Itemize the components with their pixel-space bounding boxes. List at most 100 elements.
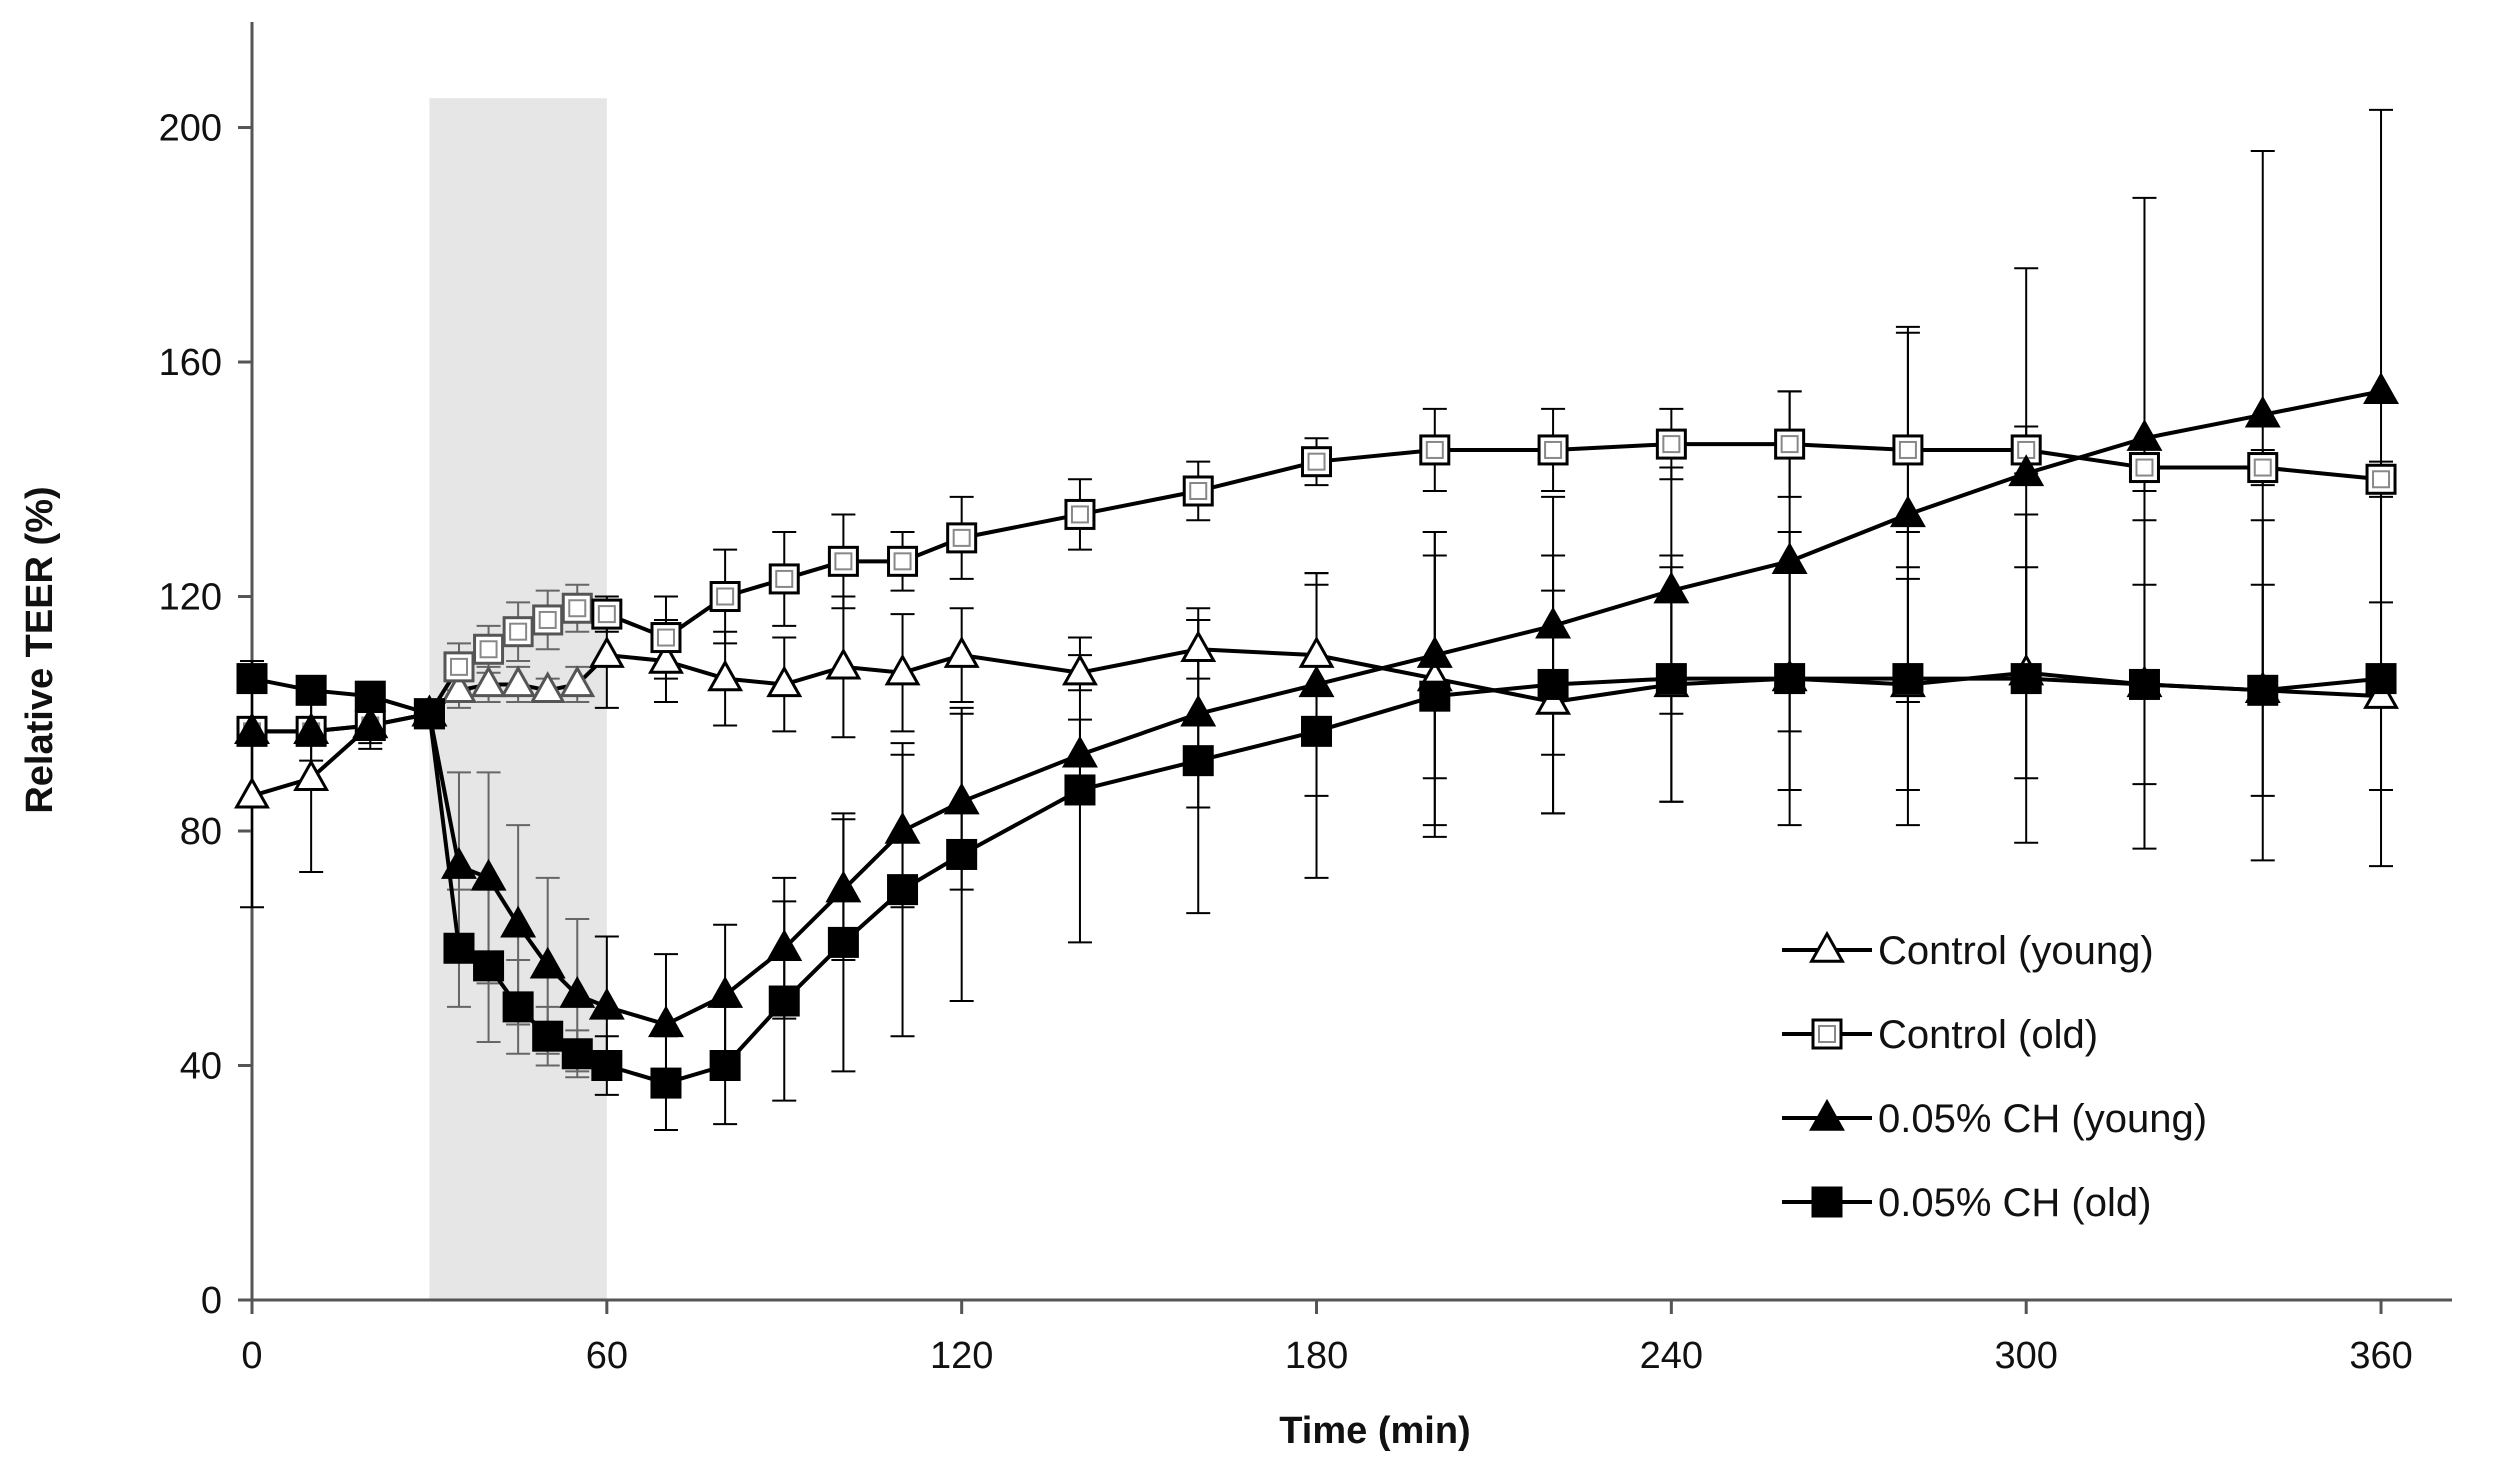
- data-point-0-05-ch-young: [825, 870, 862, 903]
- data-point-0-05-ch-old: [2365, 663, 2397, 695]
- series-line-control-young: [251, 647, 2382, 798]
- data-point-control-old: [1419, 434, 1451, 466]
- data-point-control-young: [441, 671, 477, 704]
- data-point-0-05-ch-old: [2128, 668, 2160, 700]
- data-point-0-05-ch-old: [827, 926, 859, 958]
- legend-marker-control-old-inner: [1818, 1025, 1836, 1043]
- y-axis-title: Relative TEER (%): [19, 486, 61, 813]
- x-tick-label: 60: [586, 1335, 628, 1377]
- data-point-control-old-inner: [1070, 505, 1089, 524]
- data-point-control-old-inner: [1662, 435, 1681, 454]
- data-point-0-05-ch-old: [946, 838, 978, 870]
- data-point-control-old-inner: [2253, 458, 2272, 477]
- data-point-control-old-inner: [597, 605, 616, 624]
- data-point-control-old-inner: [2135, 458, 2154, 477]
- legend-marker-0-05-ch-old: [1811, 1186, 1843, 1218]
- y-tick-label: 40: [180, 1046, 222, 1088]
- data-point-0-05-ch-young: [293, 712, 330, 745]
- data-point-control-old: [887, 545, 919, 577]
- data-point-control-old: [1064, 498, 1096, 530]
- data-point-control-old: [502, 616, 534, 648]
- data-point-0-05-ch-young: [1061, 735, 1098, 768]
- data-point-control-old: [768, 563, 800, 595]
- data-point-control-old-inner: [1544, 440, 1563, 459]
- data-point-control-old: [1892, 434, 1924, 466]
- data-point-control-old-inner: [2372, 470, 2391, 489]
- data-point-control-old-inner: [538, 610, 557, 629]
- y-tick-label: 0: [201, 1280, 222, 1322]
- x-axis-title: Time (min): [1279, 1410, 1470, 1452]
- data-point-0-05-ch-old: [561, 1038, 593, 1070]
- data-point-0-05-ch-young: [2008, 454, 2045, 487]
- data-point-control-young: [884, 653, 921, 686]
- x-tick-label: 300: [1994, 1335, 2057, 1377]
- data-point-0-05-ch-young: [234, 712, 270, 745]
- data-point-control-old: [2128, 452, 2160, 484]
- data-point-control-old: [1774, 428, 1806, 460]
- data-point-0-05-ch-old: [473, 950, 505, 982]
- data-point-0-05-ch-young: [1180, 694, 1217, 727]
- data-point-0-05-ch-old: [295, 674, 327, 706]
- data-point-control-young: [500, 665, 537, 698]
- data-point-control-young: [559, 665, 596, 698]
- data-point-control-old-inner: [893, 552, 912, 571]
- data-point-control-old: [1537, 434, 1569, 466]
- data-point-0-05-ch-young: [648, 1005, 684, 1038]
- data-point-0-05-ch-young: [1771, 542, 1808, 575]
- legend-label-control-old: Control (old): [1878, 1013, 2098, 1057]
- data-point-0-05-ch-young: [588, 987, 625, 1020]
- data-point-0-05-ch-young: [884, 811, 921, 844]
- legend-label-0-05-ch-old: 0.05% CH (old): [1878, 1181, 2151, 1225]
- data-point-0-05-ch-old: [236, 663, 268, 695]
- data-point-0-05-ch-old: [354, 680, 386, 712]
- legend-marker-control-young: [1809, 930, 1845, 963]
- data-point-control-young: [1061, 653, 1098, 686]
- data-point-0-05-ch-old: [709, 1050, 741, 1082]
- data-point-control-old: [827, 545, 859, 577]
- data-point-control-old-inner: [834, 552, 853, 571]
- legend-marker-control-old: [1811, 1018, 1843, 1050]
- data-point-0-05-ch-young: [500, 905, 537, 938]
- data-point-0-05-ch-young: [2126, 419, 2163, 451]
- data-point-control-old: [1655, 428, 1687, 460]
- data-point-control-old: [2365, 463, 2397, 495]
- data-point-0-05-ch-old: [1655, 663, 1687, 695]
- data-point-control-young: [293, 759, 330, 791]
- data-point-control-old: [650, 622, 682, 654]
- data-point-control-old-inner: [449, 657, 468, 676]
- y-tick-label: 200: [159, 108, 222, 150]
- data-point-0-05-ch-old: [1064, 774, 1096, 806]
- data-point-control-young: [648, 641, 684, 674]
- data-point-0-05-ch-old: [1419, 680, 1451, 712]
- data-point-0-05-ch-old: [413, 698, 445, 730]
- data-point-0-05-ch-young: [1535, 606, 1572, 639]
- data-point-control-old: [532, 604, 564, 636]
- x-tick-label: 0: [241, 1335, 262, 1377]
- data-point-control-young: [234, 776, 270, 809]
- data-point-control-young: [588, 635, 625, 668]
- data-point-control-young: [825, 647, 862, 680]
- data-point-0-05-ch-young: [766, 929, 803, 961]
- data-point-control-old: [561, 592, 593, 624]
- data-point-0-05-ch-young: [1653, 571, 1690, 604]
- data-point-0-05-ch-old: [1537, 668, 1569, 700]
- data-point-control-old-inner: [568, 599, 587, 618]
- data-point-0-05-ch-old: [2010, 663, 2042, 695]
- data-point-0-05-ch-old: [768, 985, 800, 1017]
- data-point-control-old-inner: [716, 587, 735, 606]
- data-point-0-05-ch-old: [650, 1067, 682, 1099]
- data-point-0-05-ch-old: [1774, 663, 1806, 695]
- data-point-0-05-ch-young: [1889, 495, 1926, 528]
- data-point-0-05-ch-young: [470, 858, 507, 891]
- data-point-0-05-ch-young: [441, 847, 477, 879]
- data-point-0-05-ch-old: [1301, 715, 1333, 747]
- data-point-0-05-ch-young: [559, 976, 596, 1008]
- data-point-0-05-ch-old: [2247, 674, 2279, 706]
- data-point-0-05-ch-old: [1892, 663, 1924, 695]
- data-point-control-old-inner: [775, 569, 794, 588]
- data-point-0-05-ch-young: [1298, 665, 1335, 698]
- data-point-control-old: [1301, 446, 1333, 478]
